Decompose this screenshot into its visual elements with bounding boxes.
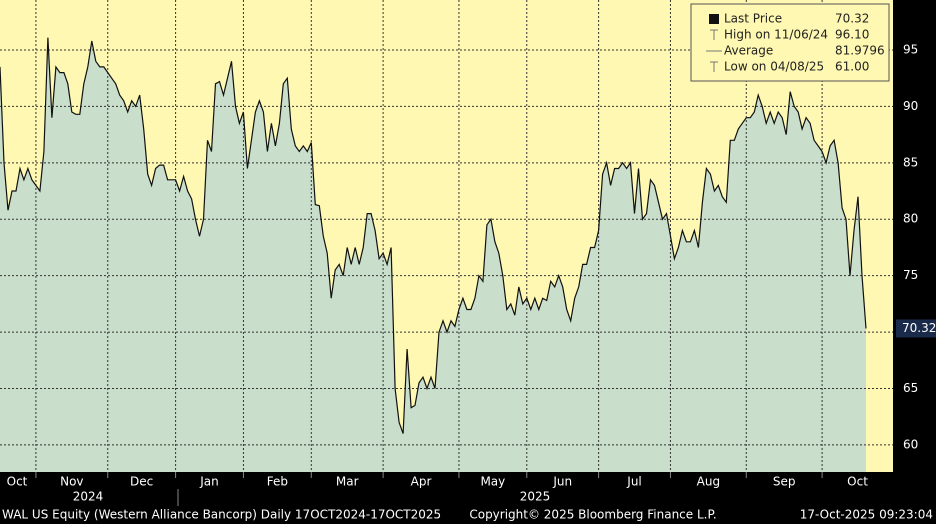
x-tick-label: Aug — [697, 475, 720, 489]
legend-icon — [710, 29, 718, 40]
x-tick-label: Oct — [847, 475, 868, 489]
price-area — [0, 37, 866, 472]
y-tick-label: 75 — [903, 268, 918, 282]
y-tick-label: 90 — [903, 99, 918, 113]
footer-copyright: Copyright© 2025 Bloomberg Finance L.P. — [469, 508, 716, 522]
y-tick-label: 95 — [903, 42, 918, 56]
y-tick-label: 65 — [903, 381, 918, 395]
x-tick-label: Apr — [411, 475, 432, 489]
legend-value: 70.32 — [835, 12, 869, 26]
x-tick-label: Jul — [626, 475, 641, 489]
footer-security: WAL US Equity (Western Alliance Bancorp)… — [2, 508, 441, 522]
x-tick-label: Mar — [336, 475, 359, 489]
last-price-label: 70.32 — [902, 321, 936, 335]
x-tick-label: Feb — [267, 475, 288, 489]
last-price-tag — [896, 319, 936, 338]
x-tick-label: Jun — [552, 475, 572, 489]
year-label: 2025 — [520, 490, 551, 504]
x-tick-label: Oct — [7, 475, 28, 489]
legend-value: 61.00 — [835, 60, 869, 74]
legend-box — [690, 3, 890, 82]
y-tick-label: 60 — [903, 437, 918, 451]
y-tick-label: 80 — [903, 212, 918, 226]
legend: Last Price 70.32 High on 11/06/24 96.10 Aver… — [690, 3, 890, 82]
x-tick-label: Sep — [773, 475, 796, 489]
legend-value: 81.9796 — [835, 44, 885, 58]
year-label: 2024 — [73, 490, 104, 504]
x-tick-label: Nov — [60, 475, 83, 489]
footer-timestamp: 17-Oct-2025 09:23:04 — [800, 508, 933, 522]
legend-value: 96.10 — [835, 28, 869, 42]
legend-icon — [710, 61, 718, 72]
legend-name: Last Price — [724, 12, 782, 26]
legend-name: Average — [724, 44, 773, 58]
x-tick-label: Dec — [130, 475, 153, 489]
x-tick-label: May — [480, 475, 505, 489]
legend-name: High on 11/06/24 — [724, 28, 828, 42]
legend-name: Low on 04/08/25 — [724, 60, 824, 74]
y-tick-label: 85 — [903, 155, 918, 169]
legend-icon — [709, 14, 719, 24]
x-tick-label: Jan — [199, 475, 219, 489]
price-line — [0, 37, 867, 434]
